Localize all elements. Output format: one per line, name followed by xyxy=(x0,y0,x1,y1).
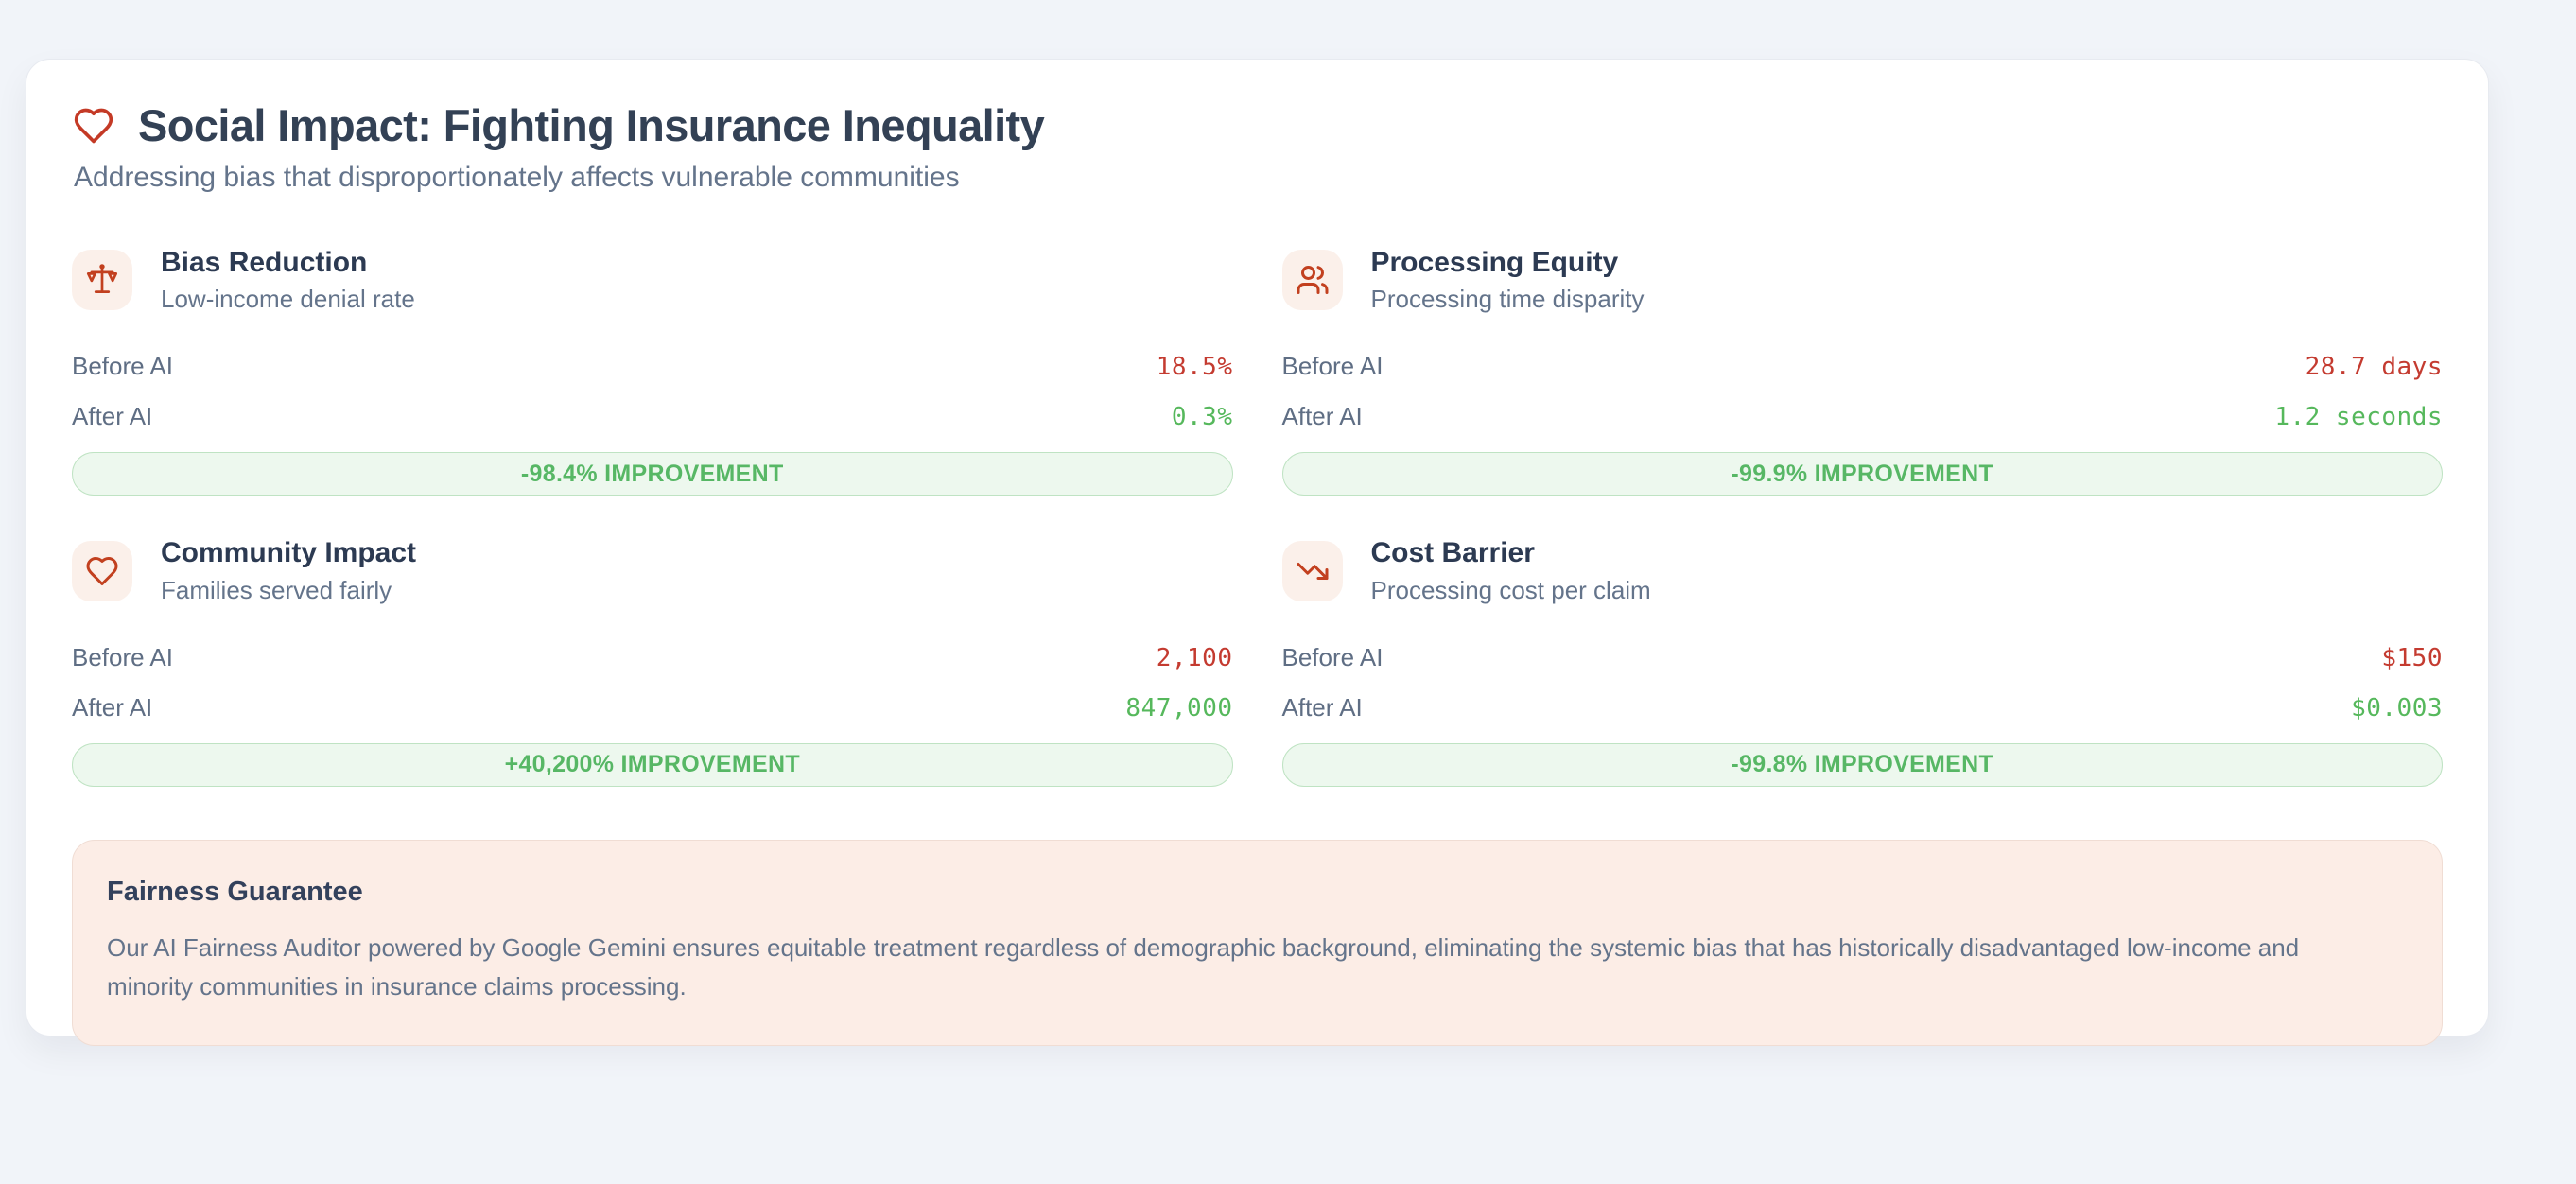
metrics-grid: Bias Reduction Low-income denial rate Be… xyxy=(72,247,2443,1046)
before-ai-label: Before AI xyxy=(1281,642,1384,671)
metric-bias-reduction: Bias Reduction Low-income denial rate Be… xyxy=(72,247,1233,496)
metric-title: Cost Barrier xyxy=(1370,537,1535,569)
after-ai-label: After AI xyxy=(1281,692,1363,722)
metric-community-impact: Community Impact Families served fairly … xyxy=(72,537,1233,787)
metric-subtitle: Families served fairly xyxy=(161,575,392,604)
improvement-badge: -99.8% IMPROVEMENT xyxy=(1281,742,2443,787)
heart-icon xyxy=(72,104,115,148)
heart-icon xyxy=(72,540,132,601)
before-ai-label: Before AI xyxy=(72,642,173,671)
before-ai-label: Before AI xyxy=(72,352,173,381)
improvement-badge: +40,200% IMPROVEMENT xyxy=(72,742,1233,787)
after-ai-row: After AI $0.003 xyxy=(1282,693,2444,723)
after-ai-label: After AI xyxy=(72,692,153,722)
improvement-badge: -98.4% IMPROVEMENT xyxy=(72,452,1233,496)
metric-processing-equity: Processing Equity Processing time dispar… xyxy=(1281,246,2444,496)
page-subtitle: Addressing bias that disproportionately … xyxy=(74,161,960,193)
before-ai-row: Before AI 2,100 xyxy=(72,643,1233,672)
fairness-body: Our AI Fairness Auditor powered by Googl… xyxy=(107,932,2300,1001)
improvement-badge: -99.9% IMPROVEMENT xyxy=(1281,452,2443,496)
before-ai-row: Before AI 18.5% xyxy=(72,352,1233,381)
after-ai-value: 0.3% xyxy=(1171,403,1233,432)
after-ai-label: After AI xyxy=(72,402,153,431)
fairness-guarantee-panel: Fairness Guarantee Our AI Fairness Audit… xyxy=(72,839,2443,1046)
balance-scale-icon xyxy=(72,250,132,311)
before-ai-value: 18.5% xyxy=(1156,353,1233,382)
metric-cost-barrier: Cost Barrier Processing cost per claim B… xyxy=(1281,537,2444,787)
before-ai-value: 2,100 xyxy=(1156,643,1233,672)
metric-title: Community Impact xyxy=(161,537,417,569)
before-ai-row: Before AI 28.7 days xyxy=(1282,352,2444,381)
users-icon xyxy=(1281,250,1343,311)
after-ai-value: 847,000 xyxy=(1125,693,1233,723)
after-ai-row: After AI 847,000 xyxy=(72,693,1233,723)
after-ai-row: After AI 0.3% xyxy=(72,402,1233,431)
metric-subtitle: Processing cost per claim xyxy=(1370,575,1651,604)
before-ai-label: Before AI xyxy=(1281,352,1384,381)
before-ai-value: $150 xyxy=(2381,643,2443,672)
metric-subtitle: Processing time disparity xyxy=(1370,285,1645,314)
after-ai-label: After AI xyxy=(1281,402,1363,431)
trending-down-icon xyxy=(1281,540,1343,601)
page-title: Social Impact: Fighting Insurance Inequa… xyxy=(138,100,1045,150)
metric-subtitle: Low-income denial rate xyxy=(161,285,415,314)
metric-title: Bias Reduction xyxy=(161,246,368,278)
social-impact-card: Social Impact: Fighting Insurance Inequa… xyxy=(26,59,2489,1046)
card-header: Social Impact: Fighting Insurance Inequa… xyxy=(72,101,2443,150)
after-ai-row: After AI 1.2 seconds xyxy=(1282,402,2444,431)
before-ai-value: 28.7 days xyxy=(2305,353,2443,382)
fairness-title: Fairness Guarantee xyxy=(107,876,363,907)
before-ai-row: Before AI $150 xyxy=(1282,643,2444,672)
after-ai-value: 1.2 seconds xyxy=(2274,403,2443,432)
metric-title: Processing Equity xyxy=(1370,246,1619,278)
after-ai-value: $0.003 xyxy=(2351,693,2443,723)
